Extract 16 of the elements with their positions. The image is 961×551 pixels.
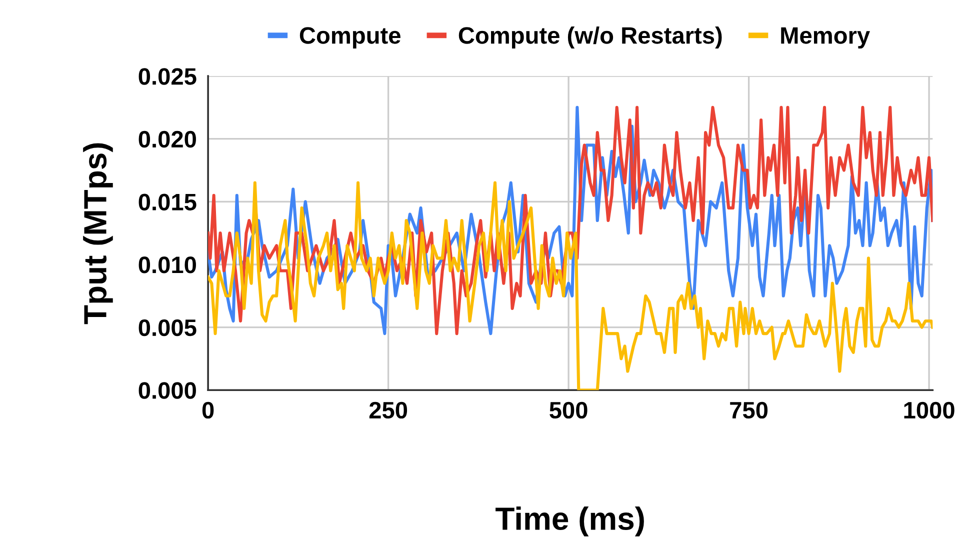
- y-tick-label: 0.020: [138, 130, 196, 148]
- x-tick-label: 500: [550, 402, 588, 419]
- y-tick-label: 0.025: [138, 68, 196, 85]
- x-tick-label: 250: [369, 402, 408, 419]
- x-axis-title: Time (ms): [496, 506, 644, 536]
- y-tick-label: 0.015: [138, 194, 196, 210]
- x-tick-label: 750: [730, 402, 768, 419]
- y-tick-label: 0.000: [138, 382, 196, 399]
- y-tick-label: 0.010: [138, 256, 196, 274]
- legend-label: Compute: [300, 27, 400, 49]
- y-axis-title: Tput (MTps): [83, 143, 113, 324]
- legend-label: Compute (w/o Restarts): [458, 26, 722, 49]
- legend-label: Memory: [781, 27, 870, 49]
- x-tick-label: 0: [202, 402, 214, 419]
- x-tick-label: 1000: [904, 402, 954, 419]
- y-tick-label: 0.005: [138, 319, 196, 336]
